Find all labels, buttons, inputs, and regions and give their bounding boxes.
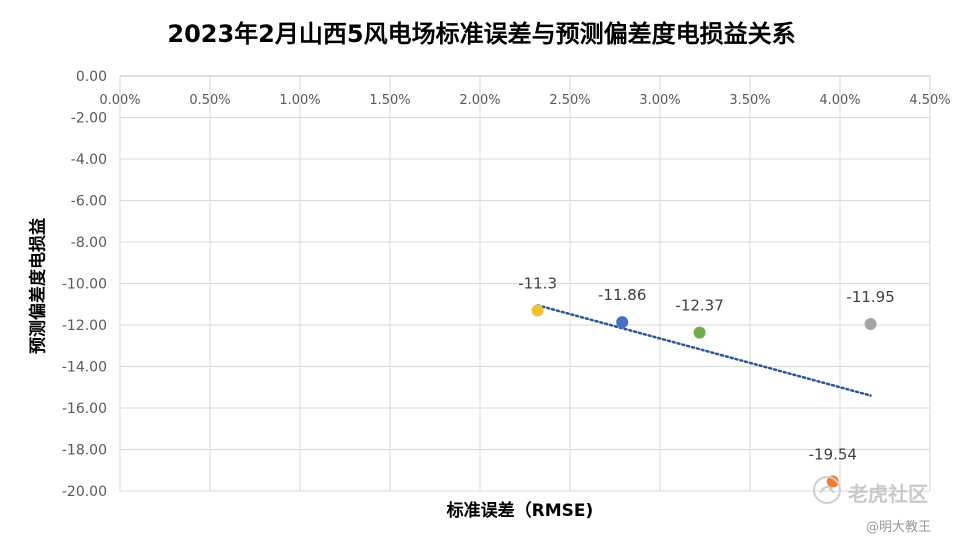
x-tick-label: 2.50%: [549, 93, 590, 108]
data-point: [616, 316, 629, 329]
x-tick-label: 1.00%: [279, 93, 320, 108]
x-tick-label: 2.00%: [459, 93, 500, 108]
y-tick-label: 0.00: [76, 69, 107, 85]
x-tick-label: 0.50%: [189, 93, 230, 108]
y-tick-label: -10.00: [62, 277, 107, 293]
data-label: -12.37: [675, 297, 723, 315]
data-point: [693, 326, 706, 339]
y-tick-label: -4.00: [71, 152, 107, 168]
data-point: [864, 317, 877, 330]
y-tick-label: -14.00: [62, 360, 107, 376]
data-point: [826, 475, 839, 488]
tiger-logo-icon: [813, 476, 841, 504]
trendline: [536, 304, 872, 397]
y-tick-label: -6.00: [71, 194, 107, 210]
x-tick-label: 4.50%: [909, 93, 950, 108]
x-tick-label: 0.00%: [99, 93, 140, 108]
y-tick-label: -12.00: [62, 318, 107, 334]
chart-title: 2023年2月山西5风电场标准误差与预测偏差度电损益关系: [167, 20, 796, 48]
x-tick-label: 3.50%: [729, 93, 770, 108]
x-axis-label: 标准误差（RMSE): [446, 501, 594, 521]
y-tick-label: -20.00: [62, 484, 107, 500]
y-tick-label: -8.00: [71, 235, 107, 251]
x-tick-label: 3.00%: [639, 93, 680, 108]
y-tick-label: -16.00: [62, 401, 107, 417]
data-label: -11.95: [846, 288, 894, 306]
data-label: -11.3: [518, 274, 557, 292]
watermark-user: @明大教王: [866, 520, 932, 535]
data-label: -11.86: [598, 286, 646, 304]
data-point: [531, 304, 544, 317]
x-tick-label: 4.00%: [819, 93, 860, 108]
y-tick-label: -18.00: [62, 443, 107, 459]
x-tick-label: 1.50%: [369, 93, 410, 108]
watermark-site: 老虎社区: [848, 482, 928, 506]
data-label: -19.54: [809, 445, 857, 463]
y-tick-label: -2.00: [71, 111, 107, 127]
